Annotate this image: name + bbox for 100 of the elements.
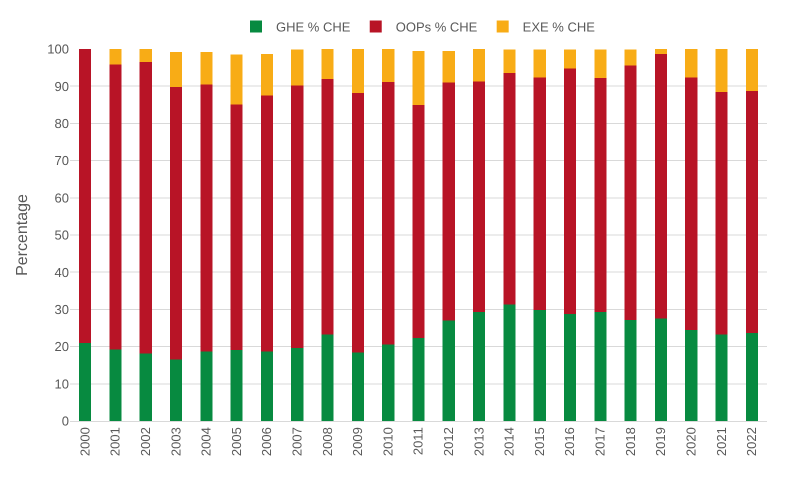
bar <box>534 78 546 310</box>
bar <box>200 52 212 85</box>
bar <box>654 49 667 54</box>
x-tick-label: 2016 <box>562 427 578 456</box>
bar <box>322 334 334 421</box>
bar <box>412 104 425 338</box>
x-tick-label: 2017 <box>592 427 608 456</box>
bar <box>140 353 152 421</box>
bar <box>503 50 516 74</box>
bar <box>230 350 243 421</box>
x-tick-label: 2003 <box>168 427 184 456</box>
bar <box>594 78 606 312</box>
bar <box>685 49 698 78</box>
y-tick-label: 80 <box>54 116 69 131</box>
bar <box>322 79 334 334</box>
bar <box>564 314 576 421</box>
y-tick-label: 10 <box>54 376 69 392</box>
bar <box>260 351 274 421</box>
x-tick-label: 2019 <box>653 427 668 456</box>
y-tick-label: 40 <box>54 264 69 280</box>
legend-label: OOPs % CHE <box>396 20 478 35</box>
bar <box>140 49 152 62</box>
bar <box>109 350 122 421</box>
bar <box>442 320 455 421</box>
bar <box>564 68 576 314</box>
bar <box>170 360 182 421</box>
bar <box>260 96 274 352</box>
bar <box>654 54 667 319</box>
x-tick-label: 2001 <box>108 427 123 456</box>
bar <box>503 304 516 421</box>
bar <box>473 82 486 312</box>
bar <box>291 348 304 421</box>
y-tick-label: 90 <box>54 78 69 94</box>
bar <box>291 50 304 86</box>
x-tick-label: 2018 <box>622 427 638 456</box>
bar <box>79 342 92 421</box>
bar <box>170 52 182 87</box>
bar <box>685 78 698 330</box>
bar <box>503 73 516 305</box>
x-tick-label: 2000 <box>77 427 92 456</box>
bar <box>352 49 364 93</box>
bar <box>534 310 546 421</box>
bar <box>715 334 728 421</box>
bar <box>230 54 243 104</box>
bar <box>594 50 606 78</box>
bar <box>624 320 637 421</box>
bar <box>624 65 637 320</box>
bar <box>715 49 728 92</box>
legend-label: EXE % CHE <box>522 20 596 35</box>
x-tick-label: 2020 <box>683 427 698 456</box>
bar <box>79 49 92 343</box>
bar <box>291 85 304 348</box>
x-tick-label: 2006 <box>259 427 274 456</box>
x-tick-label: 2009 <box>350 427 366 456</box>
bar <box>109 64 122 350</box>
bar <box>654 318 667 421</box>
bar <box>352 92 364 353</box>
bar <box>382 82 394 344</box>
x-tick-label: 2004 <box>198 427 214 456</box>
bar <box>260 54 274 96</box>
bar <box>442 51 455 82</box>
bar <box>534 50 546 78</box>
x-tick-label: 2011 <box>410 427 426 456</box>
x-tick-label: 2008 <box>320 427 335 456</box>
bar <box>200 351 212 421</box>
y-tick-label: 70 <box>54 153 69 168</box>
bar <box>746 91 758 334</box>
bar <box>382 344 394 421</box>
x-tick-label: 2021 <box>714 427 729 456</box>
bar <box>412 338 425 421</box>
bar <box>140 62 152 354</box>
x-tick-label: 2010 <box>380 427 396 456</box>
y-tick-label: 100 <box>47 42 69 57</box>
legend-label: GHE % CHE <box>276 20 351 35</box>
bar <box>412 51 425 105</box>
x-tick-label: 2007 <box>290 427 305 456</box>
bar <box>230 104 243 350</box>
bar <box>170 86 182 360</box>
y-axis-title: Percentage <box>14 194 32 276</box>
bar <box>322 49 334 80</box>
y-tick-label: 0 <box>62 414 69 429</box>
bar <box>473 312 486 421</box>
y-tick-label: 20 <box>54 339 69 354</box>
bar <box>382 49 394 82</box>
x-tick-label: 2005 <box>228 427 244 456</box>
bar <box>564 50 576 69</box>
x-tick-label: 2015 <box>532 427 547 456</box>
y-tick-label: 60 <box>54 190 69 206</box>
x-tick-label: 2022 <box>744 427 760 456</box>
bar <box>473 49 486 82</box>
bar <box>685 330 698 421</box>
x-tick-label: 2012 <box>441 427 456 456</box>
x-tick-label: 2014 <box>502 427 517 456</box>
bar <box>746 333 758 421</box>
bar <box>746 49 758 92</box>
x-tick-label: 2013 <box>471 427 486 456</box>
bar <box>594 312 606 421</box>
bar <box>352 352 364 421</box>
bar <box>109 49 122 65</box>
bar <box>624 50 637 66</box>
